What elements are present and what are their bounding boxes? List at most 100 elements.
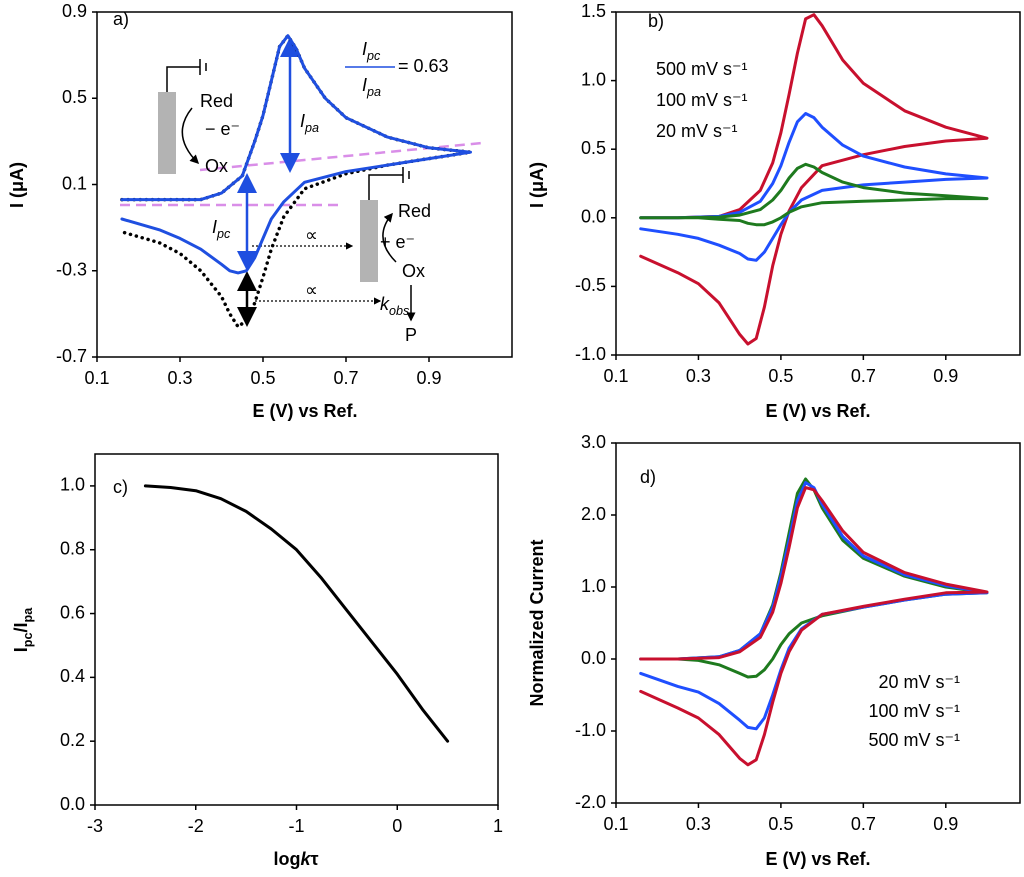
y-axis-title-part: I bbox=[11, 647, 31, 652]
annotation: Ipc bbox=[212, 217, 231, 242]
annotation: Ipa bbox=[362, 75, 381, 100]
x-axis-title-part: log bbox=[273, 849, 300, 869]
series-line bbox=[639, 477, 989, 679]
panel-a-decorations bbox=[120, 37, 483, 327]
y-tick-label: 0.2 bbox=[60, 730, 85, 750]
series-line bbox=[143, 484, 450, 743]
x-tick-label: 0.7 bbox=[851, 814, 876, 834]
y-tick-label: -1.0 bbox=[575, 344, 606, 364]
y-tick-label: -0.5 bbox=[575, 275, 606, 295]
panel-label: d) bbox=[640, 467, 656, 487]
y-axis-title-part: /I bbox=[11, 622, 31, 632]
y-tick-label: 0.0 bbox=[581, 207, 606, 227]
annotation-part: k bbox=[380, 294, 390, 314]
curved-arrow bbox=[181, 107, 200, 165]
y-tick-label: 0.0 bbox=[60, 794, 85, 814]
y-tick-label: 1.0 bbox=[60, 475, 85, 495]
series-line bbox=[639, 481, 989, 731]
wire bbox=[368, 174, 403, 200]
x-tick-label: -3 bbox=[87, 816, 103, 836]
x-tick-label: 0 bbox=[392, 816, 402, 836]
annotation-part: − e⁻ bbox=[205, 119, 240, 139]
series-line bbox=[639, 13, 989, 346]
plot-frame bbox=[96, 11, 513, 358]
y-axis-title-part: pc bbox=[21, 633, 35, 648]
x-tick-label: 0.1 bbox=[84, 368, 109, 388]
x-axis-title: logkτ bbox=[273, 849, 318, 869]
annotation-part: Ox bbox=[402, 261, 425, 281]
annotation-part: P bbox=[405, 325, 417, 345]
panel-label: b) bbox=[648, 11, 664, 31]
annotation: = 0.63 bbox=[398, 56, 449, 76]
x-tick-label: 0.9 bbox=[933, 366, 958, 386]
annotation-part: pc bbox=[216, 227, 231, 241]
electrode bbox=[158, 92, 176, 174]
annotation-part: obs bbox=[389, 304, 410, 318]
annotation-part: pc bbox=[366, 49, 381, 63]
panel-label: c) bbox=[113, 477, 128, 497]
wire bbox=[166, 66, 200, 92]
x-tick-label: 0.7 bbox=[333, 368, 358, 388]
annotation-part: = 0.63 bbox=[398, 56, 449, 76]
annotation-part: pa bbox=[304, 121, 319, 135]
annotation: Ipa bbox=[300, 111, 319, 136]
x-tick-label: -2 bbox=[188, 816, 204, 836]
annotation: Ipc bbox=[362, 39, 381, 64]
y-tick-label: -1.0 bbox=[575, 720, 606, 740]
annotation: Ox bbox=[402, 261, 425, 281]
x-axis-title: E (V) vs Ref. bbox=[252, 401, 357, 421]
x-tick-label: 0.9 bbox=[416, 368, 441, 388]
y-tick-label: 1.5 bbox=[581, 1, 606, 21]
x-tick-label: -1 bbox=[288, 816, 304, 836]
y-tick-label: -2.0 bbox=[575, 792, 606, 812]
x-tick-label: 0.1 bbox=[603, 366, 628, 386]
y-tick-label: -0.7 bbox=[56, 346, 87, 366]
x-tick-label: 0.5 bbox=[768, 366, 793, 386]
legend-entry: 500 mV s⁻¹ bbox=[868, 730, 960, 750]
annotation-part: Red bbox=[200, 91, 233, 111]
legend-entry: 500 mV s⁻¹ bbox=[656, 59, 748, 79]
x-axis-title: E (V) vs Ref. bbox=[765, 849, 870, 869]
y-axis-title: I (μA) bbox=[527, 162, 547, 208]
y-axis-title: Normalized Current bbox=[527, 539, 547, 706]
plot-frame bbox=[615, 442, 1021, 804]
x-axis-title-part: k bbox=[300, 849, 311, 869]
panel-label: a) bbox=[113, 9, 129, 29]
x-tick-label: 0.3 bbox=[686, 814, 711, 834]
x-tick-label: 0.5 bbox=[768, 814, 793, 834]
y-tick-label: 1.0 bbox=[581, 69, 606, 89]
x-tick-label: 0.3 bbox=[686, 366, 711, 386]
annotation: ∝ bbox=[305, 225, 318, 245]
y-tick-label: 0.0 bbox=[581, 648, 606, 668]
y-tick-label: 0.6 bbox=[60, 602, 85, 622]
x-axis-title-part: τ bbox=[310, 849, 318, 869]
plot-frame bbox=[615, 11, 1021, 356]
y-tick-label: 0.4 bbox=[60, 666, 85, 686]
electrode bbox=[360, 200, 378, 282]
legend-entry: 100 mV s⁻¹ bbox=[656, 90, 748, 110]
annotation: Red bbox=[200, 91, 233, 111]
series-line bbox=[639, 162, 989, 227]
annotation: P bbox=[405, 325, 417, 345]
annotation-part: pa bbox=[366, 85, 381, 99]
annotation-part: ∝ bbox=[305, 280, 318, 300]
legend-entry: 20 mV s⁻¹ bbox=[878, 672, 960, 692]
y-tick-label: 2.0 bbox=[581, 504, 606, 524]
y-tick-label: 0.5 bbox=[581, 138, 606, 158]
x-tick-label: 0.7 bbox=[851, 366, 876, 386]
annotation-part: I bbox=[212, 217, 217, 237]
x-tick-label: 0.1 bbox=[603, 814, 628, 834]
x-tick-label: 0.3 bbox=[167, 368, 192, 388]
y-tick-label: 0.9 bbox=[62, 1, 87, 21]
annotation-part: I bbox=[362, 75, 367, 95]
legend-entry: 20 mV s⁻¹ bbox=[656, 121, 738, 141]
y-axis-title: I (μA) bbox=[7, 162, 27, 208]
annotation: − e⁻ bbox=[205, 119, 240, 139]
series-line bbox=[639, 486, 989, 767]
y-tick-label: -0.3 bbox=[56, 260, 87, 280]
plot-frame bbox=[94, 453, 499, 806]
y-tick-label: 0.5 bbox=[62, 87, 87, 107]
annotation: ∝ bbox=[305, 280, 318, 300]
x-tick-label: 1 bbox=[493, 816, 503, 836]
